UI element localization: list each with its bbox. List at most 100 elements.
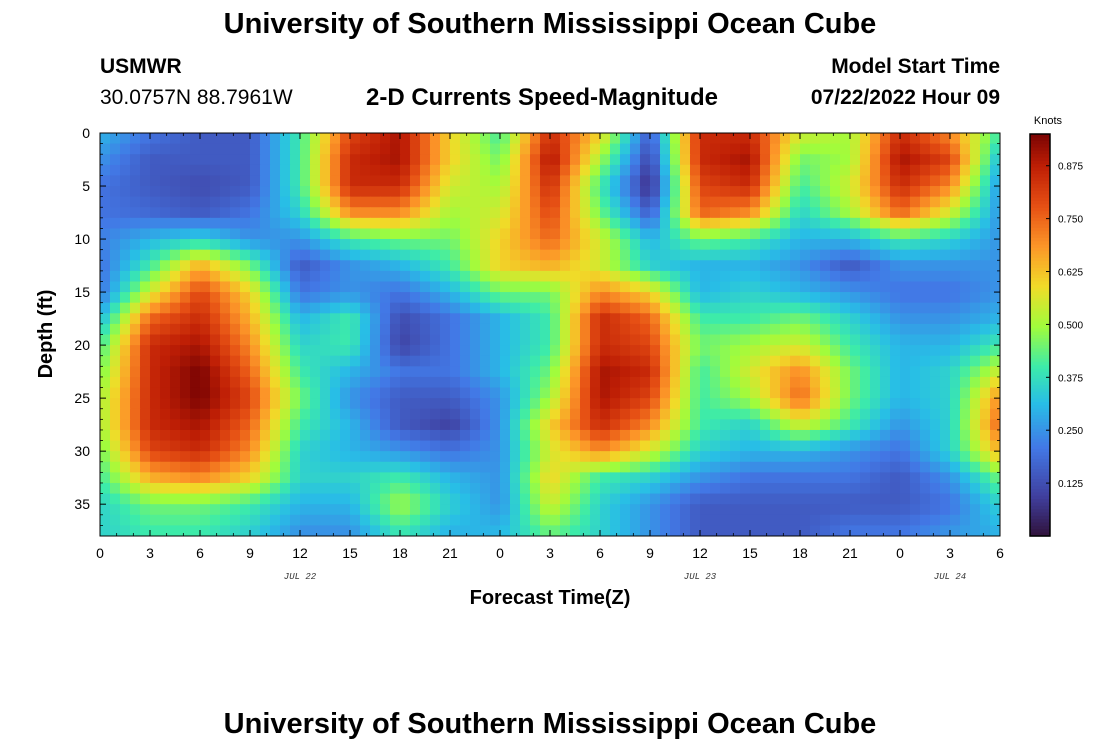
heatmap-cell <box>870 302 881 314</box>
heatmap-cell <box>440 345 451 357</box>
heatmap-cell <box>950 493 961 505</box>
heatmap-cell <box>610 504 621 516</box>
heatmap-cell <box>880 387 891 399</box>
heatmap-cell <box>600 196 611 208</box>
heatmap-cell <box>230 514 241 526</box>
heatmap-cell <box>460 302 471 314</box>
heatmap-cell <box>760 260 771 272</box>
heatmap-cell <box>480 398 491 410</box>
heatmap-cell <box>790 164 801 177</box>
heatmap-cell <box>650 504 661 516</box>
heatmap-cell <box>480 228 491 240</box>
heatmap-cell <box>250 239 261 251</box>
heatmap-cell <box>490 334 501 346</box>
heatmap-cell <box>970 345 981 357</box>
heatmap-cell <box>900 398 911 410</box>
heatmap-cell <box>600 302 611 314</box>
heatmap-cell <box>540 461 551 473</box>
heatmap-cell <box>830 355 841 367</box>
heatmap-cell <box>640 239 651 251</box>
heatmap-cell <box>480 345 491 357</box>
heatmap-cell <box>270 493 281 505</box>
heatmap-cell <box>520 207 531 219</box>
heatmap-cell <box>670 260 681 272</box>
heatmap-cell <box>870 355 881 367</box>
heatmap-cell <box>170 514 181 526</box>
heatmap-cell <box>950 504 961 516</box>
heatmap-cell <box>410 196 421 208</box>
colorbar-swatch <box>1030 234 1050 239</box>
heatmap-cell <box>390 143 401 155</box>
heatmap-cell <box>910 429 921 442</box>
heatmap-cell <box>540 196 551 208</box>
heatmap-cell <box>900 429 911 442</box>
heatmap-cell <box>590 164 601 177</box>
heatmap-cell <box>630 334 641 346</box>
heatmap-cell <box>510 504 521 516</box>
heatmap-cell <box>440 387 451 399</box>
heatmap-cell <box>160 239 171 251</box>
heatmap-cell <box>790 281 801 293</box>
heatmap-cell <box>880 164 891 177</box>
heatmap-cell <box>570 292 581 304</box>
heatmap-cell <box>200 249 211 261</box>
heatmap-cell <box>320 419 331 431</box>
heatmap-cell <box>490 440 501 452</box>
heatmap-cell <box>150 239 161 251</box>
heatmap-cell <box>300 451 311 463</box>
heatmap-cell <box>190 228 201 240</box>
heatmap-cell <box>130 482 141 495</box>
heatmap-cell <box>530 504 541 516</box>
heatmap-cell <box>170 175 181 187</box>
heatmap-cell <box>170 217 181 230</box>
heatmap-cell <box>860 398 871 410</box>
heatmap-cell <box>150 482 161 495</box>
heatmap-cell <box>750 451 761 463</box>
heatmap-cell <box>220 398 231 410</box>
heatmap-cell <box>710 260 721 272</box>
heatmap-cell <box>400 408 411 420</box>
heatmap-cell <box>490 217 501 230</box>
heatmap-cell <box>890 334 901 346</box>
heatmap-cell <box>660 281 671 293</box>
heatmap-cell <box>810 313 821 325</box>
heatmap-cell <box>280 239 291 251</box>
heatmap-cell <box>290 249 301 261</box>
heatmap-cell <box>150 207 161 219</box>
heatmap-cell <box>540 186 551 198</box>
heatmap-cell <box>840 143 851 155</box>
heatmap-cell <box>650 292 661 304</box>
heatmap-cell <box>410 239 421 251</box>
heatmap-cell <box>520 398 531 410</box>
heatmap-cell <box>120 493 131 505</box>
heatmap-cell <box>530 461 541 473</box>
heatmap-cell <box>760 217 771 230</box>
heatmap-cell <box>220 207 231 219</box>
heatmap-cell <box>650 493 661 505</box>
heatmap-cell <box>790 376 801 389</box>
heatmap-cell <box>690 451 701 463</box>
heatmap-cell <box>470 302 481 314</box>
heatmap-cell <box>940 376 951 389</box>
heatmap-cell <box>280 398 291 410</box>
heatmap-cell <box>640 323 651 336</box>
heatmap-cell <box>390 355 401 367</box>
heatmap-cell <box>690 323 701 336</box>
heatmap-cell <box>430 154 441 166</box>
heatmap-cell <box>230 292 241 304</box>
heatmap-cell <box>170 260 181 272</box>
heatmap-cell <box>590 408 601 420</box>
heatmap-cell <box>250 525 261 536</box>
heatmap-cell <box>880 302 891 314</box>
heatmap-cell <box>550 228 561 240</box>
heatmap-cell <box>420 186 431 198</box>
heatmap-cell <box>390 175 401 187</box>
heatmap-cell <box>400 376 411 389</box>
heatmap-cell <box>560 228 571 240</box>
heatmap-cell <box>120 376 131 389</box>
heatmap-cell <box>150 408 161 420</box>
heatmap-cell <box>600 260 611 272</box>
heatmap-cell <box>850 270 861 283</box>
heatmap-cell <box>860 164 871 177</box>
heatmap-cell <box>150 186 161 198</box>
